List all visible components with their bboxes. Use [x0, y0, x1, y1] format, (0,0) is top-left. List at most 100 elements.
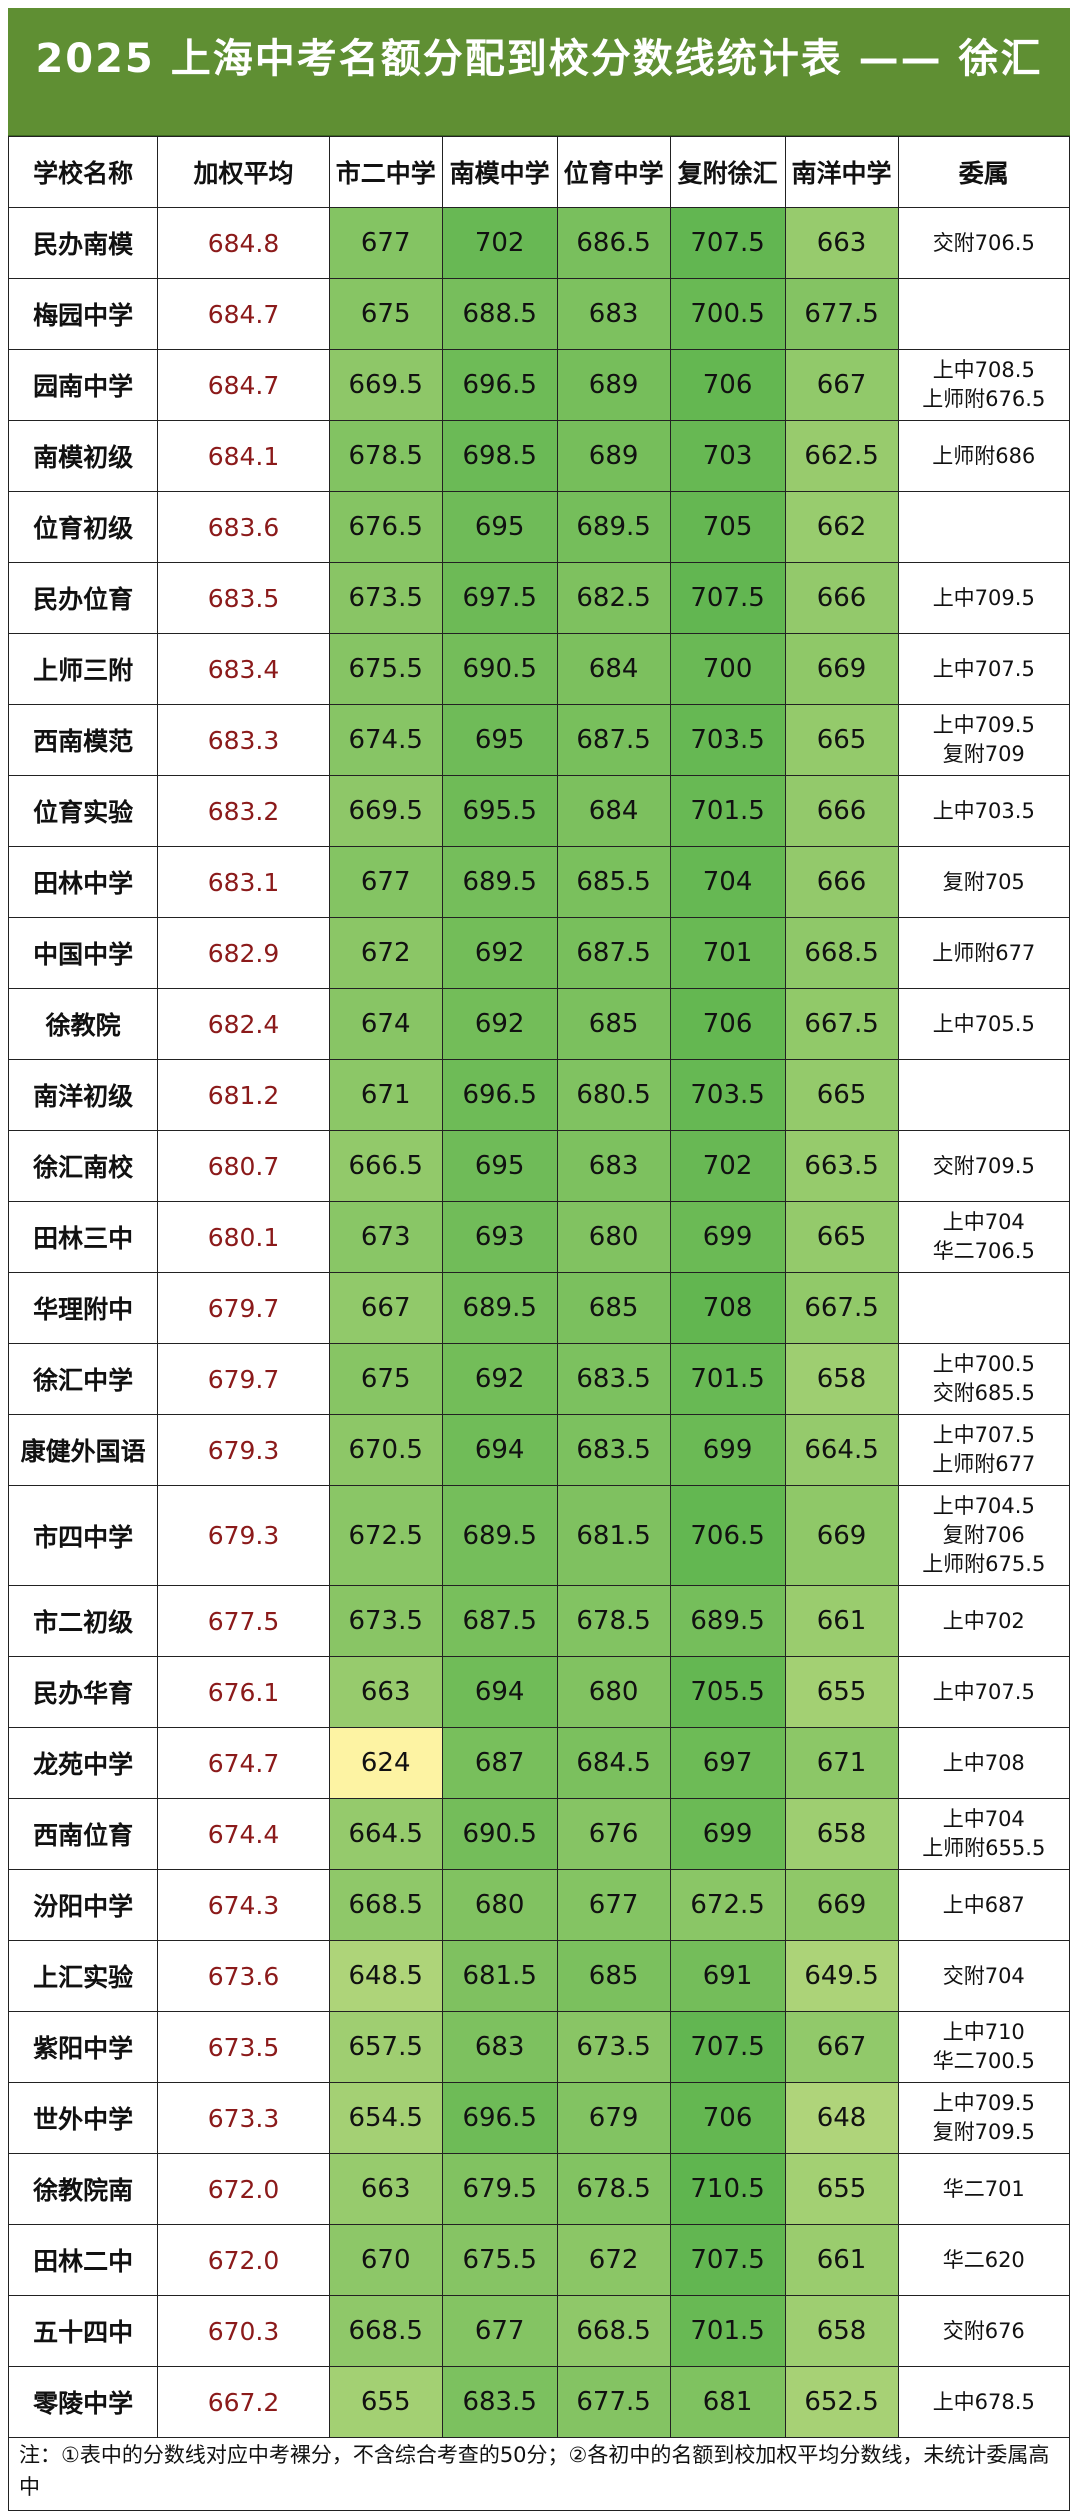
affiliated-cell: 上师附677 [897, 917, 1071, 989]
score-cell: 693 [441, 1201, 558, 1273]
affiliated-entry: 上中708 [942, 1750, 1025, 1775]
score-cell: 700 [669, 633, 786, 705]
score-cell: 681 [669, 2366, 786, 2438]
affiliated-entry: 上中707.5 [932, 1679, 1035, 1704]
affiliated-cell: 交附709.5 [897, 1130, 1071, 1202]
table-row: 南模初级 684.1 678.5 698.5 689 703 662.5 上师附686 [7, 420, 1071, 492]
score-cell: 661 [784, 1585, 899, 1657]
table-row: 市二初级 677.5 673.5 687.5 678.5 689.5 661 上中702 [7, 1585, 1071, 1657]
affiliated-entry: 交附706.5 [932, 230, 1035, 255]
score-cell: 673.5 [328, 1585, 443, 1657]
table-row: 西南位育 674.4 664.5 690.5 676 699 658 上中704 上师附655.… [7, 1798, 1071, 1870]
score-cell: 677 [328, 846, 443, 918]
school-name-cell: 市四中学 [7, 1485, 159, 1586]
school-name-cell: 南模初级 [7, 420, 159, 492]
score-cell: 699 [669, 1414, 786, 1486]
weighted-avg-cell: 680.1 [157, 1201, 330, 1273]
affiliated-cell: 上中702 [897, 1585, 1071, 1657]
header-row: 学校名称 加权平均 市二中学 南模中学 位育中学 复附徐汇 南洋中学 委属 [7, 136, 1071, 208]
score-cell: 662.5 [784, 420, 899, 492]
score-cell: 666.5 [328, 1130, 443, 1202]
score-cell: 683.5 [556, 1343, 671, 1415]
score-cell: 695 [441, 1130, 558, 1202]
score-cell: 665 [784, 1059, 899, 1131]
affiliated-cell: 上中705.5 [897, 988, 1071, 1060]
affiliated-entry: 华二701 [942, 2176, 1025, 2201]
score-cell: 689.5 [441, 1485, 558, 1586]
table-row: 世外中学 673.3 654.5 696.5 679 706 648 上中709.5 复附709… [7, 2082, 1071, 2154]
score-table: 学校名称 加权平均 市二中学 南模中学 位育中学 复附徐汇 南洋中学 委属 民办… [7, 136, 1071, 2438]
score-cell: 690.5 [441, 1798, 558, 1870]
score-cell: 667 [328, 1272, 443, 1344]
weighted-avg-cell: 684.8 [157, 207, 330, 279]
score-cell: 706 [669, 2082, 786, 2154]
score-cell: 686.5 [556, 207, 671, 279]
weighted-avg-cell: 683.2 [157, 775, 330, 847]
affiliated-entry: 上中708.5 [932, 358, 1035, 382]
affiliated-entry: 复附709 [942, 742, 1025, 766]
score-cell: 707.5 [669, 2224, 786, 2296]
score-cell: 667 [784, 2011, 899, 2083]
affiliated-entry: 上中687 [942, 1892, 1025, 1917]
score-cell: 677.5 [556, 2366, 671, 2438]
score-cell: 681.5 [556, 1485, 671, 1586]
affiliated-cell: 上中707.5 上师附677 [897, 1414, 1071, 1486]
score-cell: 685 [556, 1272, 671, 1344]
table-row: 徐教院 682.4 674 692 685 706 667.5 上中705.5 [7, 988, 1071, 1060]
weighted-avg-cell: 677.5 [157, 1585, 330, 1657]
score-cell: 699 [669, 1798, 786, 1870]
weighted-avg-cell: 684.7 [157, 278, 330, 350]
affiliated-entry: 交附704 [942, 1963, 1025, 1988]
score-cell: 670 [328, 2224, 443, 2296]
affiliated-cell: 上中704 上师附655.5 [897, 1798, 1071, 1870]
school-name-cell: 紫阳中学 [7, 2011, 159, 2083]
score-cell: 703 [669, 420, 786, 492]
header-affiliated: 委属 [897, 136, 1071, 208]
weighted-avg-cell: 684.1 [157, 420, 330, 492]
affiliated-entry: 上中709.5 [932, 585, 1035, 610]
score-cell: 684 [556, 633, 671, 705]
school-name-cell: 西南位育 [7, 1798, 159, 1870]
weighted-avg-cell: 674.4 [157, 1798, 330, 1870]
score-cell: 692 [441, 917, 558, 989]
score-cell: 703.5 [669, 704, 786, 776]
score-cell: 701.5 [669, 2295, 786, 2367]
score-cell: 699 [669, 1201, 786, 1273]
affiliated-entry: 上中707.5 [932, 1423, 1035, 1447]
affiliated-cell: 上中704.5 复附706 上师附675.5 [897, 1485, 1071, 1586]
score-cell: 673.5 [328, 562, 443, 634]
affiliated-cell [897, 1059, 1071, 1131]
school-name-cell: 五十四中 [7, 2295, 159, 2367]
school-name-cell: 徐教院 [7, 988, 159, 1060]
weighted-avg-cell: 683.5 [157, 562, 330, 634]
affiliated-cell: 复附705 [897, 846, 1071, 918]
score-cell: 676 [556, 1798, 671, 1870]
affiliated-cell: 华二620 [897, 2224, 1071, 2296]
page-title: 2025 上海中考名额分配到校分数线统计表 —— 徐汇 [8, 8, 1070, 136]
score-cell: 702 [669, 1130, 786, 1202]
footnote: 注：①表中的分数线对应中考裸分，不含综合考查的50分；②各初中的名额到校加权平均… [8, 2433, 1070, 2511]
affiliated-cell [897, 1272, 1071, 1344]
score-cell: 668.5 [784, 917, 899, 989]
score-cell: 688.5 [441, 278, 558, 350]
score-cell: 689.5 [441, 846, 558, 918]
score-cell: 679 [556, 2082, 671, 2154]
affiliated-cell: 上中709.5 复附709 [897, 704, 1071, 776]
header-fu-fu: 复附徐汇 [669, 136, 786, 208]
score-cell: 700.5 [669, 278, 786, 350]
score-cell: 678.5 [556, 1585, 671, 1657]
score-cell: 665 [784, 1201, 899, 1273]
score-cell: 701 [669, 917, 786, 989]
score-cell: 701.5 [669, 1343, 786, 1415]
score-cell: 666 [784, 562, 899, 634]
score-cell: 689.5 [669, 1585, 786, 1657]
table-row: 位育初级 683.6 676.5 695 689.5 705 662 [7, 491, 1071, 563]
affiliated-entry: 上师附655.5 [922, 1836, 1046, 1860]
affiliated-cell: 上中678.5 [897, 2366, 1071, 2438]
score-cell: 689 [556, 349, 671, 421]
weighted-avg-cell: 682.9 [157, 917, 330, 989]
weighted-avg-cell: 682.4 [157, 988, 330, 1060]
school-name-cell: 位育实验 [7, 775, 159, 847]
score-cell: 708 [669, 1272, 786, 1344]
score-cell: 694 [441, 1414, 558, 1486]
